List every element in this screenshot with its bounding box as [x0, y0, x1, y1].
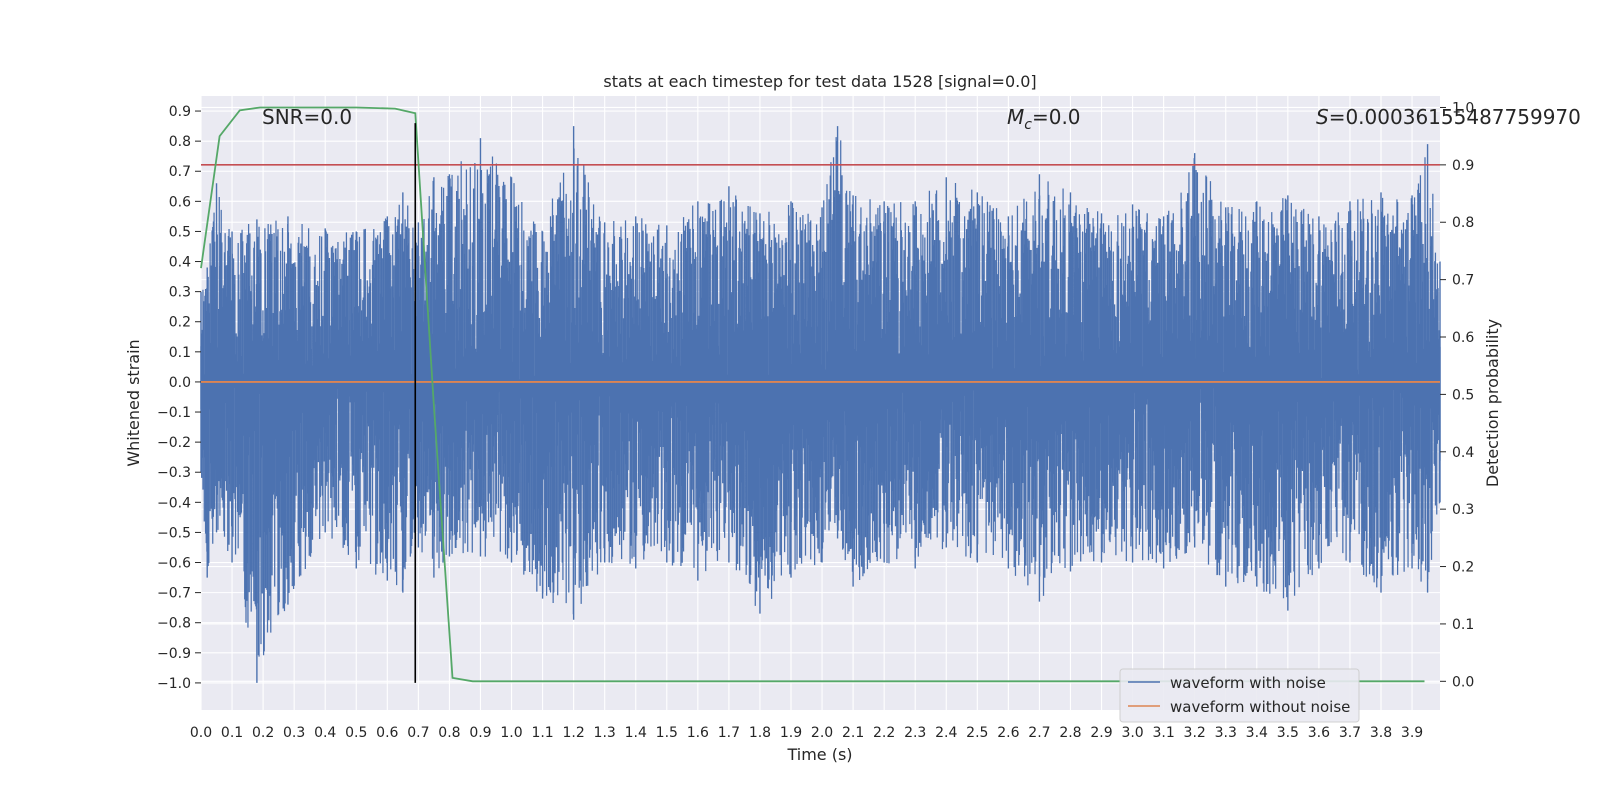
- x-tick-label: 1.3: [594, 725, 616, 741]
- y-tick-label: −0.7: [157, 586, 191, 602]
- x-tick-label: 0.2: [252, 725, 274, 741]
- y-tick-label: 0.8: [169, 134, 191, 150]
- x-tick-label: 3.0: [1121, 725, 1143, 741]
- legend-label-clean: waveform without noise: [1170, 698, 1350, 716]
- x-tick-label: 1.5: [656, 725, 678, 741]
- y2-tick-label: 0.3: [1452, 502, 1474, 518]
- x-tick-label: 3.1: [1152, 725, 1174, 741]
- y-tick-label: 0.2: [169, 315, 191, 331]
- overlay-lines: [200, 106, 1440, 683]
- y-tick-label: −0.1: [157, 405, 191, 421]
- chirp-mass-annotation: Mc=0.0: [1007, 105, 1081, 133]
- x-tick-label: 1.2: [562, 725, 584, 741]
- x-tick-label: 0.5: [345, 725, 367, 741]
- y-tick-label: 0.4: [169, 255, 191, 271]
- x-tick-label: 1.7: [718, 725, 740, 741]
- y-tick-label: −0.8: [157, 616, 191, 632]
- x-tick-label: 2.8: [1059, 725, 1081, 741]
- x-tick-label: 2.0: [811, 725, 833, 741]
- x-tick-label: 3.8: [1370, 725, 1392, 741]
- y-tick-label: 0.0: [169, 375, 191, 391]
- y2-tick-label: 0.7: [1452, 273, 1474, 289]
- x-tick-label: 0.4: [314, 725, 336, 741]
- y-tick-label: −0.5: [157, 525, 191, 541]
- x-tick-label: 2.5: [966, 725, 988, 741]
- x-tick-label: 3.6: [1308, 725, 1330, 741]
- x-tick-label: 2.3: [904, 725, 926, 741]
- y2-tick-label: 0.5: [1452, 387, 1474, 403]
- x-tick-label: 1.9: [780, 725, 802, 741]
- x-tick-label: 3.4: [1246, 725, 1268, 741]
- x-tick-label: 2.7: [1028, 725, 1050, 741]
- y2-tick-label: 0.2: [1452, 560, 1474, 576]
- x-tick-label: 0.9: [469, 725, 491, 741]
- x-tick-label: 0.7: [407, 725, 429, 741]
- x-tick-label: 1.4: [625, 725, 647, 741]
- y-tick-label: −0.2: [157, 435, 191, 451]
- x-tick-label: 0.8: [438, 725, 460, 741]
- x-axis-label: Time (s): [786, 745, 852, 764]
- y2-tick-label: 0.8: [1452, 215, 1474, 231]
- x-tick-label: 1.8: [749, 725, 771, 741]
- x-tick-label: 1.1: [531, 725, 553, 741]
- legend: waveform with noise waveform without noi…: [1119, 668, 1360, 723]
- x-tick-label: 3.9: [1401, 725, 1423, 741]
- y-tick-label: 0.1: [169, 345, 191, 361]
- x-tick-label: 0.0: [190, 725, 212, 741]
- y2-tick-label: 0.6: [1452, 330, 1474, 346]
- y2-tick-label: 0.9: [1452, 158, 1474, 174]
- s-annotation: S=0.00036155487759970: [1316, 105, 1581, 129]
- x-tick-label: 2.4: [935, 725, 957, 741]
- chart-title: stats at each timestep for test data 152…: [603, 72, 1036, 91]
- x-tick-label: 2.6: [997, 725, 1019, 741]
- legend-label-noise: waveform with noise: [1170, 674, 1326, 692]
- snr-annotation: SNR=0.0: [262, 105, 352, 129]
- x-tick-label: 0.6: [376, 725, 398, 741]
- legend-box: [1119, 668, 1360, 723]
- x-tick-label: 2.2: [873, 725, 895, 741]
- x-tick-label: 3.5: [1277, 725, 1299, 741]
- x-axis-ticks: 0.0 0.1 0.2 0.3 0.4 0.5 0.6 0.7 0.8 0.9 1.0 1.1 1.2 1…: [190, 725, 1423, 741]
- x-tick-label: 0.1: [221, 725, 243, 741]
- y-tick-label: −0.9: [157, 646, 191, 662]
- y2-tick-label: 0.0: [1452, 674, 1474, 690]
- y2-tick-label: 0.1: [1452, 617, 1474, 633]
- detection-probability-line: [200, 106, 1425, 683]
- x-tick-label: 1.6: [687, 725, 709, 741]
- y-tick-label: −0.6: [157, 556, 191, 572]
- y-axis-label: Whitened strain: [124, 339, 143, 466]
- y2-axis-ticks: 1.0 0.9 0.8 0.7 0.6 0.5 0.4 0.3 0.2 0.1 0.0: [1440, 100, 1474, 690]
- y2-tick-label: 1.0: [1452, 100, 1474, 116]
- y-tick-label: 0.9: [169, 104, 191, 120]
- x-tick-label: 2.9: [1090, 725, 1112, 741]
- x-tick-label: 0.3: [283, 725, 305, 741]
- x-tick-label: 3.2: [1184, 725, 1206, 741]
- y-tick-label: 0.3: [169, 285, 191, 301]
- y-axis-ticks: 0.9 0.8 0.7 0.6 0.5 0.4 0.3 0.2 0.1 0.0 −0.1 −0.2 −0…: [157, 104, 201, 692]
- x-tick-label: 3.3: [1215, 725, 1237, 741]
- y-tick-label: −0.3: [157, 465, 191, 481]
- x-tick-label: 1.0: [500, 725, 522, 741]
- y2-axis-label: Detection probability: [1483, 319, 1502, 487]
- y-tick-label: 0.5: [169, 224, 191, 240]
- y-tick-label: −1.0: [157, 676, 191, 692]
- x-tick-label: 3.7: [1339, 725, 1361, 741]
- y-tick-label: 0.7: [169, 164, 191, 180]
- x-tick-label: 2.1: [842, 725, 864, 741]
- y-tick-label: 0.6: [169, 194, 191, 210]
- y2-tick-label: 0.4: [1452, 445, 1474, 461]
- y-tick-label: −0.4: [157, 495, 191, 511]
